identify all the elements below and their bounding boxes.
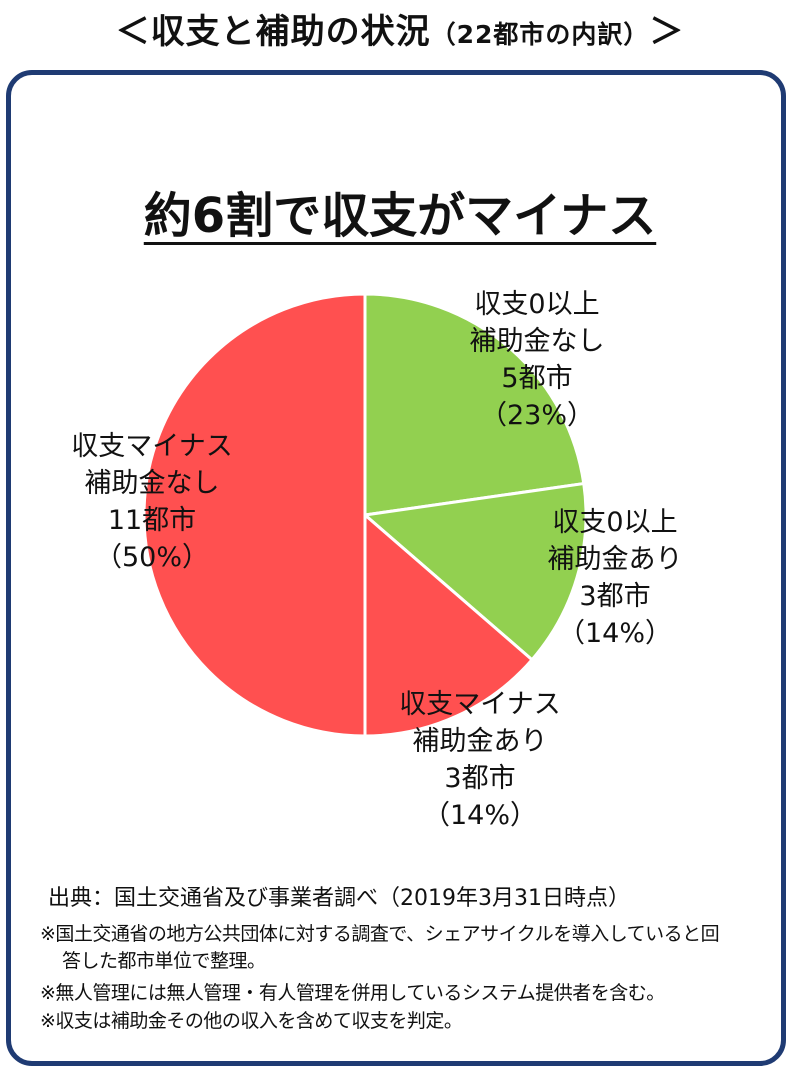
slice-label-deficit-no-subsidy: 収支マイナス 補助金なし 11都市 （50%）	[52, 428, 252, 576]
slice-label-line: 補助金あり	[412, 726, 548, 757]
slice-label-line: 収支0以上	[474, 289, 600, 320]
footnote-line: 答した都市単位で整理。	[62, 950, 266, 972]
slice-label-line: 5都市	[501, 363, 573, 394]
slice-label-line: （23%）	[479, 400, 594, 431]
pie-slice-4	[142, 292, 367, 738]
page-title-sub: （22都市の内訳）	[430, 20, 650, 49]
source-citation: 出典：国土交通省及び事業者調べ（2019年3月31日時点）	[48, 886, 630, 911]
slice-label-deficit-subsidy: 収支マイナス 補助金あり 3都市 （14%）	[380, 686, 580, 834]
page-title: ＜収支と補助の状況（22都市の内訳）＞	[0, 4, 800, 53]
content-card	[6, 70, 786, 1066]
slice-label-line: 収支マイナス	[71, 431, 233, 462]
slice-label-line: （14%）	[422, 800, 537, 831]
pie-slice-1	[363, 292, 586, 517]
slice-label-line: 11都市	[107, 505, 197, 536]
pie-slice-2	[361, 481, 588, 662]
slice-label-line: 3都市	[579, 581, 651, 612]
footnote-balance: ※収支は補助金その他の収入を含めて収支を判定。	[40, 1010, 463, 1032]
headline: 約6割で収支がマイナス	[143, 188, 657, 244]
page-title-end: ＞	[649, 12, 685, 52]
pie-slice-3	[363, 511, 535, 738]
slice-label-surplus-subsidy: 収支0以上 補助金あり 3都市 （14%）	[530, 504, 700, 652]
page-title-main: ＜収支と補助の状況	[115, 12, 431, 52]
footnote-survey: ※国土交通省の地方公共団体に対する調査で、シェアサイクルを導入していると回 答し…	[40, 921, 770, 975]
slice-label-surplus-no-subsidy: 収支0以上 補助金なし 5都市 （23%）	[452, 286, 622, 434]
footnote-unmanned: ※無人管理には無人管理・有人管理を併用しているシステム提供者を含む。	[40, 982, 665, 1004]
slice-label-line: 収支マイナス	[399, 689, 561, 720]
footnote-line: ※国土交通省の地方公共団体に対する調査で、シェアサイクルを導入していると回	[40, 923, 720, 945]
slice-label-line: 補助金あり	[547, 544, 683, 575]
slice-label-line: 収支0以上	[552, 507, 678, 538]
slice-label-line: 3都市	[444, 763, 516, 794]
slice-label-line: （50%）	[94, 542, 209, 573]
slice-label-line: （14%）	[557, 618, 672, 649]
slice-label-line: 補助金なし	[84, 468, 220, 499]
slice-label-line: 補助金なし	[469, 326, 605, 357]
